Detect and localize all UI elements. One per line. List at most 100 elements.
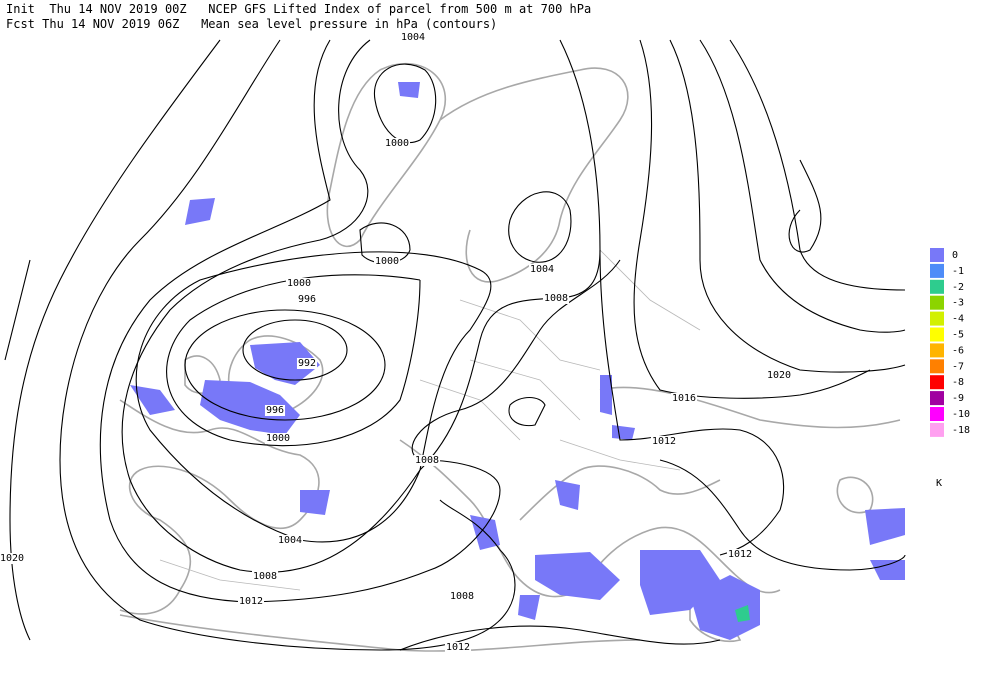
isobar — [121, 39, 601, 573]
legend-swatch — [930, 391, 944, 406]
contour-label-bg — [542, 293, 570, 304]
contour-label: 1012 — [728, 549, 752, 560]
lifted-index-area — [518, 595, 540, 620]
legend-label: -1 — [952, 266, 964, 277]
legend-swatch — [930, 407, 944, 421]
lifted-index-areas — [130, 82, 905, 640]
coastline — [599, 386, 901, 429]
legend-label: -9 — [952, 393, 964, 404]
contour-label-bg — [726, 549, 754, 560]
isobar — [659, 459, 906, 571]
coastline — [119, 399, 320, 615]
legend-swatch — [930, 359, 944, 374]
contour-label-bg — [0, 553, 26, 564]
coastline — [519, 465, 721, 521]
lifted-index-area — [130, 385, 175, 415]
legend-label: -4 — [952, 314, 964, 325]
isobar — [729, 39, 906, 291]
contour-label: 1004 — [278, 535, 302, 546]
contour-label: 1008 — [415, 455, 439, 466]
lifted-index-area — [870, 560, 905, 580]
isobar — [788, 159, 822, 253]
legend-label: 0 — [952, 250, 958, 261]
header-line: Fcst Thu 14 NOV 2019 06Z Mean sea level … — [6, 17, 497, 31]
legend-swatch — [930, 248, 944, 262]
contour-label: 1004 — [530, 264, 554, 275]
contour-label-bg — [413, 455, 441, 466]
contour-label-bg — [373, 256, 401, 267]
contour-label: 992 — [298, 358, 316, 369]
legend-unit: K — [936, 478, 942, 489]
legend-swatch — [930, 311, 944, 326]
lifted-index-area — [555, 480, 580, 510]
coastline — [184, 355, 221, 394]
contour-label-bg — [444, 642, 472, 653]
isobar — [184, 309, 386, 421]
lifted-index-area — [600, 375, 612, 415]
isobar — [669, 39, 906, 373]
contour-label-bg — [399, 32, 427, 43]
legend-label: -10 — [952, 409, 970, 420]
contour-label-bg — [528, 264, 556, 275]
contour-label: 1000 — [266, 433, 290, 444]
legend-label: -3 — [952, 298, 964, 309]
isobar — [699, 39, 906, 333]
isobar — [4, 259, 31, 361]
contour-labels: 1004 1000 1000 1000 996 992 996 1000 1004 1008 100… — [0, 32, 793, 653]
lifted-index-area — [185, 198, 215, 225]
legend-swatch — [930, 375, 944, 390]
legend-swatch — [930, 422, 944, 437]
contour-label-bg — [285, 278, 313, 289]
lifted-index-area — [300, 490, 330, 515]
contour-label-bg — [264, 405, 286, 416]
lifted-index-area — [690, 575, 760, 640]
contour-label-bg — [276, 535, 304, 546]
isobar — [633, 39, 871, 399]
contour-label: 1012 — [446, 642, 470, 653]
isobar — [399, 625, 721, 651]
legend-label: -5 — [952, 330, 964, 341]
isobar — [59, 39, 516, 651]
contour-label: 1008 — [450, 591, 474, 602]
border — [159, 249, 701, 591]
isobar — [359, 222, 411, 264]
contour-label: 996 — [266, 405, 284, 416]
contour-label-bg — [264, 433, 292, 444]
isobar — [9, 39, 221, 641]
isobar — [508, 191, 572, 263]
isobar — [166, 274, 421, 447]
lifted-index-area — [200, 380, 300, 435]
contour-label: 1000 — [287, 278, 311, 289]
header-line: Init Thu 14 NOV 2019 00Z NCEP GFS Lifted… — [6, 2, 591, 16]
legend-swatch — [930, 295, 944, 310]
legend-swatch — [930, 263, 944, 278]
pressure-contours — [4, 39, 906, 651]
legend-label: -18 — [952, 425, 970, 436]
legend-swatch — [930, 279, 944, 294]
contour-label: 1012 — [652, 436, 676, 447]
lifted-index-area — [250, 342, 320, 385]
contour-label: 1000 — [375, 256, 399, 267]
contour-label: 1020 — [767, 370, 791, 381]
contour-label: 1000 — [385, 138, 409, 149]
legend-label: -7 — [952, 361, 964, 372]
isobar — [242, 319, 348, 381]
contour-label-bg — [251, 571, 279, 582]
lifted-index-area — [865, 508, 905, 545]
lifted-index-area — [735, 605, 750, 622]
coastline — [439, 67, 629, 283]
contour-label-bg — [383, 138, 411, 149]
lifted-index-area — [535, 552, 620, 600]
legend-swatch — [930, 327, 944, 342]
contour-label-bg — [448, 591, 476, 602]
contour-label: 1016 — [672, 393, 696, 404]
contour-label-bg — [296, 294, 318, 305]
contour-label: 1008 — [253, 571, 277, 582]
isobar — [99, 39, 621, 603]
contour-label: 1008 — [544, 293, 568, 304]
contour-label: 1012 — [239, 596, 263, 607]
contour-label: 1020 — [0, 553, 24, 564]
legend-label: -8 — [952, 377, 964, 388]
